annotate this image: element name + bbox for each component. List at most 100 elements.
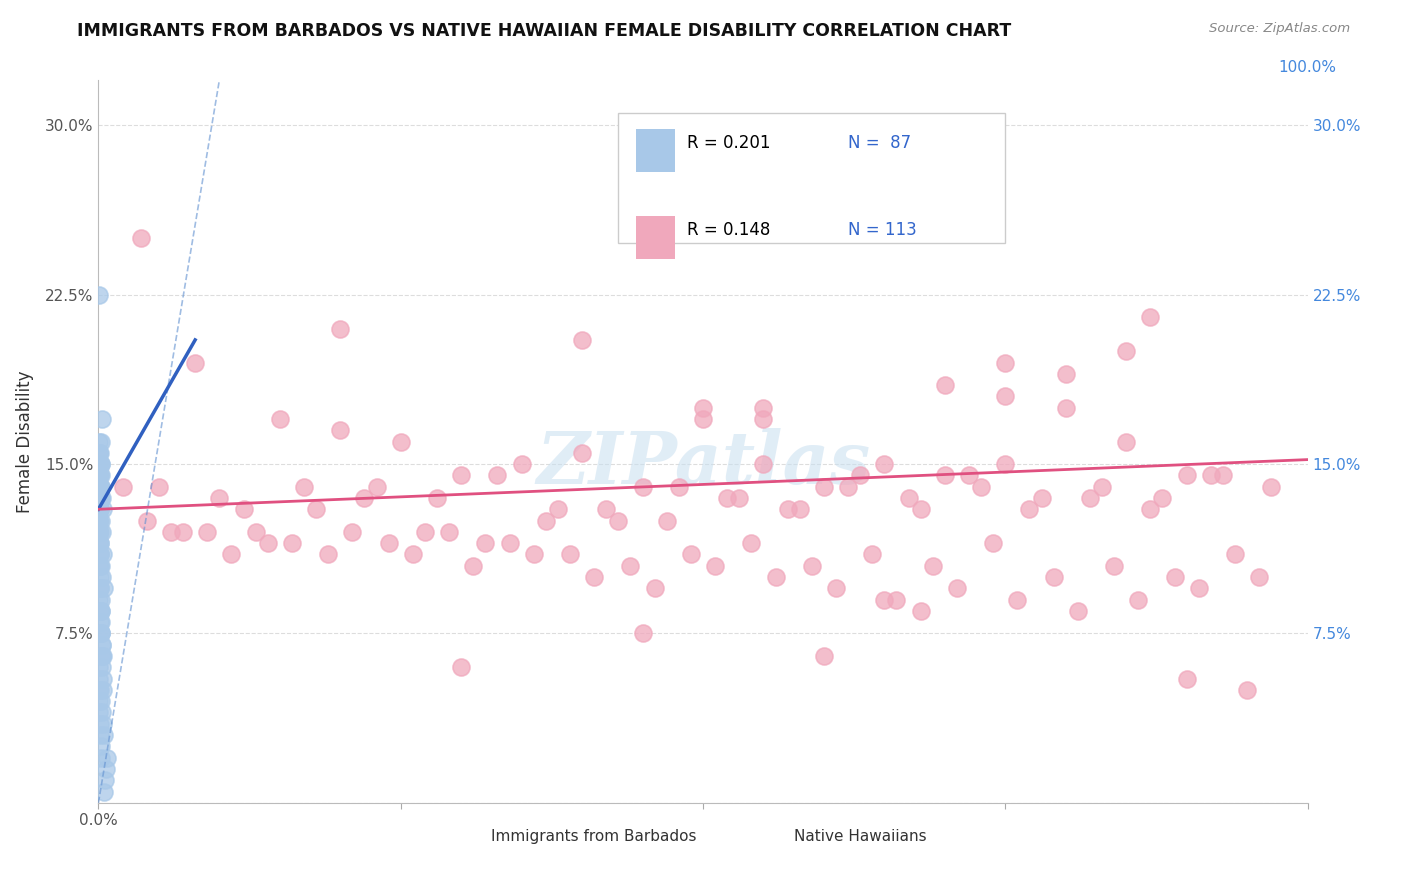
Point: [89, 582, 111, 596]
Point: [89, 536, 111, 550]
Point: [934, 468, 956, 483]
Point: [245, 524, 267, 539]
Point: [981, 536, 1004, 550]
Point: [89, 502, 111, 516]
Point: [89, 615, 111, 630]
Point: [91, 412, 114, 426]
Point: [970, 480, 993, 494]
Point: [1054, 367, 1077, 381]
Point: [474, 536, 496, 550]
Point: [897, 491, 920, 505]
Point: [1091, 480, 1114, 494]
Point: [1163, 570, 1185, 584]
Point: [873, 592, 896, 607]
Point: [91, 570, 114, 584]
Point: [1078, 491, 1101, 505]
Point: [1031, 491, 1053, 505]
Point: [716, 491, 738, 505]
Point: [292, 480, 315, 494]
Point: [111, 480, 134, 494]
Point: [1054, 401, 1077, 415]
Point: [89, 524, 111, 539]
Point: [148, 480, 170, 494]
Point: [510, 457, 533, 471]
Point: [90, 750, 112, 764]
Point: [90, 491, 112, 505]
Point: [305, 502, 328, 516]
Point: [1175, 672, 1198, 686]
Point: [90, 706, 112, 720]
Point: [87, 468, 110, 483]
Point: [765, 570, 787, 584]
Point: [89, 604, 111, 618]
Point: [89, 468, 111, 483]
Point: [789, 502, 811, 516]
Point: [921, 558, 943, 573]
Point: [94, 773, 117, 788]
Point: [90, 468, 112, 483]
Point: [1212, 468, 1234, 483]
Point: [129, 231, 152, 245]
Point: [89, 446, 111, 460]
Point: [172, 524, 194, 539]
Point: [87, 514, 110, 528]
Point: [91, 502, 114, 516]
Point: [910, 502, 932, 516]
Text: IMMIGRANTS FROM BARBADOS VS NATIVE HAWAIIAN FEMALE DISABILITY CORRELATION CHART: IMMIGRANTS FROM BARBADOS VS NATIVE HAWAI…: [77, 22, 1011, 40]
Point: [87, 514, 110, 528]
Point: [89, 548, 111, 562]
Text: ZIPatlas: ZIPatlas: [536, 428, 870, 499]
Point: [994, 457, 1017, 471]
Point: [1199, 468, 1222, 483]
Point: [90, 638, 112, 652]
FancyBboxPatch shape: [637, 216, 675, 259]
Point: [87, 446, 110, 460]
Point: [90, 638, 112, 652]
Point: [89, 558, 111, 573]
Text: Immigrants from Barbados: Immigrants from Barbados: [492, 830, 697, 844]
Point: [837, 480, 859, 494]
Point: [1260, 480, 1282, 494]
Point: [1115, 434, 1137, 449]
Point: [91, 716, 114, 731]
Text: N =  87: N = 87: [848, 135, 911, 153]
Point: [776, 502, 799, 516]
Point: [910, 604, 932, 618]
Point: [1223, 548, 1246, 562]
Point: [89, 287, 111, 301]
Point: [752, 457, 775, 471]
Point: [90, 480, 112, 494]
Point: [1236, 682, 1258, 697]
Point: [547, 502, 569, 516]
Point: [402, 548, 425, 562]
Point: [813, 648, 835, 663]
Point: [269, 412, 291, 426]
Point: [668, 480, 690, 494]
Point: [704, 558, 727, 573]
Point: [87, 434, 110, 449]
Point: [93, 682, 115, 697]
Point: [89, 514, 111, 528]
Point: [221, 548, 243, 562]
Point: [1042, 570, 1064, 584]
Point: [1007, 592, 1029, 607]
Point: [89, 457, 111, 471]
Point: [90, 524, 112, 539]
Point: [740, 536, 762, 550]
Point: [994, 355, 1017, 369]
Point: [89, 491, 111, 505]
Point: [91, 672, 114, 686]
Point: [90, 615, 112, 630]
Point: [534, 514, 557, 528]
Point: [90, 604, 112, 618]
Point: [87, 592, 110, 607]
Point: [89, 480, 111, 494]
Point: [90, 514, 112, 528]
Point: [523, 548, 546, 562]
Point: [89, 548, 111, 562]
Text: R = 0.148: R = 0.148: [688, 221, 770, 239]
Point: [1188, 582, 1211, 596]
Text: Source: ZipAtlas.com: Source: ZipAtlas.com: [1209, 22, 1350, 36]
Point: [728, 491, 751, 505]
Point: [558, 548, 581, 562]
